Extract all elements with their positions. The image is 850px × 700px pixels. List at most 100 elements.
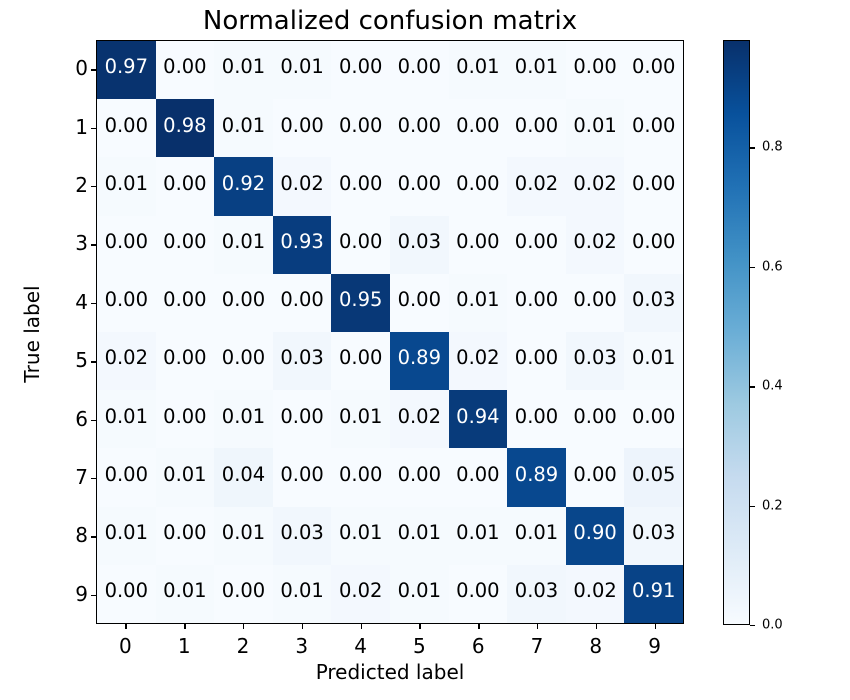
matrix-cell: 0.01 — [97, 157, 156, 216]
matrix-cell: 0.02 — [565, 564, 625, 623]
matrix-cell: 0.95 — [331, 273, 390, 332]
matrix-cell: 0.02 — [565, 215, 625, 274]
matrix-cell: 0.04 — [214, 448, 273, 507]
matrix-cell: 0.02 — [448, 332, 508, 391]
matrix-cell: 0.01 — [331, 390, 390, 449]
matrix-cell: 0.00 — [624, 41, 683, 100]
matrix-cell: 0.00 — [389, 448, 449, 507]
matrix-cell: 0.02 — [97, 332, 156, 391]
heatmap-plot: 0.97 0.00 0.01 0.01 0.00 0.00 0.01 0.01 0.00 0.00… — [96, 40, 684, 624]
matrix-cell: 0.00 — [214, 564, 273, 623]
matrix-cell: 0.93 — [272, 215, 332, 274]
matrix-cell: 0.02 — [507, 157, 566, 216]
matrix-cell: 0.05 — [624, 448, 683, 507]
matrix-cell: 0.00 — [624, 390, 683, 449]
matrix-cell: 0.00 — [331, 332, 390, 391]
y-axis-tick-mark — [91, 244, 96, 246]
matrix-cell: 0.00 — [272, 99, 332, 158]
x-axis-tick-label: 2 — [236, 634, 250, 658]
colorbar-tick-mark — [750, 386, 755, 388]
matrix-cell: 0.02 — [565, 157, 625, 216]
matrix-cell: 0.00 — [389, 157, 449, 216]
colorbar — [723, 40, 750, 625]
x-axis-tick-mark — [360, 624, 362, 629]
colorbar-tick-mark — [750, 505, 755, 507]
y-axis-tick-mark — [91, 127, 96, 129]
matrix-cell: 0.00 — [272, 448, 332, 507]
matrix-cell: 0.03 — [389, 215, 449, 274]
colorbar-tick-label: 0.0 — [762, 617, 783, 633]
x-axis-tick-mark — [654, 624, 656, 629]
y-axis-tick-mark — [91, 478, 96, 480]
colorbar-tick-mark — [750, 147, 755, 149]
matrix-cell: 0.00 — [272, 390, 332, 449]
matrix-cell: 0.00 — [155, 41, 215, 100]
matrix-cell: 0.00 — [624, 99, 683, 158]
matrix-cell: 0.00 — [507, 215, 566, 274]
matrix-cell: 0.92 — [214, 157, 273, 216]
matrix-cell: 0.01 — [448, 41, 508, 100]
x-axis-tick-label: 0 — [119, 634, 132, 658]
matrix-cell: 0.01 — [155, 448, 215, 507]
colorbar-tick-label: 0.8 — [762, 139, 783, 155]
colorbar-tick-label: 0.2 — [762, 498, 783, 514]
matrix-cell: 0.00 — [155, 273, 215, 332]
matrix-cell: 0.00 — [272, 273, 332, 332]
matrix-cell: 0.00 — [214, 273, 273, 332]
matrix-cell: 0.03 — [272, 506, 332, 565]
matrix-cell: 0.89 — [507, 448, 566, 507]
matrix-cell: 0.00 — [97, 564, 156, 623]
x-axis-tick-label: 3 — [295, 634, 309, 658]
y-axis-tick-label: 5 — [75, 348, 88, 373]
matrix-cell: 0.00 — [331, 99, 390, 158]
matrix-cell: 0.01 — [389, 506, 449, 565]
matrix-cell: 0.00 — [97, 215, 156, 274]
y-axis-tick-mark — [91, 536, 96, 538]
x-axis-tick-mark — [184, 624, 186, 629]
x-axis-tick-mark — [243, 624, 245, 629]
matrix-cell: 0.00 — [565, 448, 625, 507]
x-axis-tick-mark — [301, 624, 304, 629]
x-axis-tick-label: 6 — [471, 634, 485, 658]
matrix-cell: 0.02 — [331, 564, 390, 623]
matrix-cell: 0.97 — [97, 41, 156, 100]
matrix-cell: 0.01 — [272, 564, 332, 623]
matrix-cell: 0.00 — [448, 215, 508, 274]
matrix-cell: 0.00 — [448, 564, 508, 623]
y-axis-tick-mark — [91, 302, 96, 305]
y-axis-tick-mark — [91, 419, 96, 421]
matrix-cell: 0.00 — [448, 99, 508, 158]
matrix-cell: 0.01 — [448, 273, 508, 332]
matrix-cell: 0.01 — [272, 41, 332, 100]
matrix-cell: 0.00 — [624, 157, 683, 216]
matrix-cell: 0.01 — [214, 215, 273, 274]
matrix-cell: 0.01 — [507, 506, 566, 565]
x-axis-tick-mark — [125, 624, 127, 629]
matrix-cell: 0.00 — [155, 332, 215, 391]
matrix-cell: 0.01 — [448, 506, 508, 565]
y-axis-tick-mark — [91, 361, 96, 363]
y-axis-label: True label — [20, 285, 44, 383]
y-axis-tick-label: 7 — [75, 465, 88, 489]
matrix-cell: 0.00 — [214, 332, 273, 391]
matrix-cell: 0.01 — [214, 390, 273, 449]
y-axis-tick-mark — [91, 594, 96, 597]
y-axis-tick-label: 1 — [75, 114, 88, 139]
matrix-cell: 0.90 — [565, 506, 625, 565]
matrix-cell: 0.01 — [624, 332, 683, 391]
matrix-cell: 0.03 — [507, 564, 566, 623]
matrix-cell: 0.01 — [214, 41, 273, 100]
matrix-cell: 0.94 — [448, 390, 508, 449]
matrix-cell: 0.00 — [389, 273, 449, 332]
matrix-cell: 0.00 — [507, 390, 566, 449]
matrix-cell: 0.01 — [214, 99, 273, 158]
matrix-cell: 0.03 — [624, 273, 683, 332]
matrix-cell: 0.00 — [97, 273, 156, 332]
x-axis-tick-label: 9 — [648, 634, 661, 658]
matrix-cell: 0.00 — [155, 390, 215, 449]
matrix-cell: 0.01 — [389, 564, 449, 623]
matrix-cell: 0.91 — [624, 564, 683, 623]
x-axis-label: Predicted label — [315, 660, 465, 684]
matrix-cell: 0.98 — [155, 99, 215, 158]
